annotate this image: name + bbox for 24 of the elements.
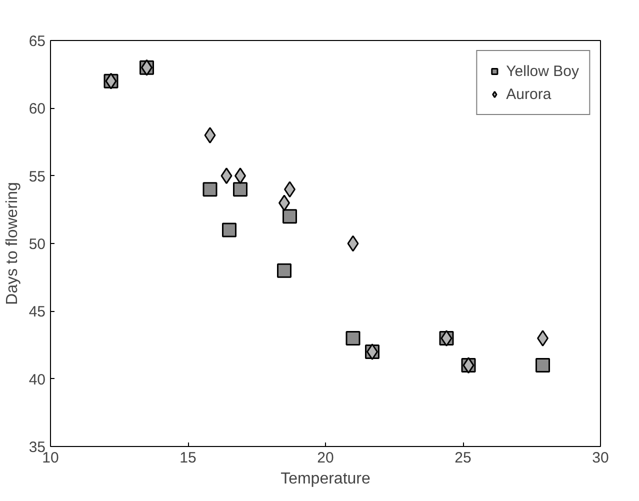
point	[277, 263, 292, 278]
point	[220, 168, 232, 184]
y-tick-label: 65	[28, 33, 46, 50]
legend-label: Aurora	[506, 86, 552, 102]
point	[204, 126, 216, 144]
point	[222, 222, 236, 238]
y-tick-label: 55	[28, 168, 46, 186]
y-tick-label: 60	[28, 100, 46, 118]
y-tick-label: 50	[28, 236, 46, 253]
x-tick-label: 25	[454, 450, 472, 466]
point	[347, 235, 359, 252]
x-tick-label: 30	[592, 450, 609, 466]
y-tick-label: 40	[28, 371, 46, 388]
point	[202, 182, 218, 197]
legend-label: Yellow Boy	[506, 62, 579, 80]
y-axis-title: Days to flowering	[4, 182, 21, 305]
x-tick-label: 15	[180, 450, 196, 466]
y-tick-label: 45	[28, 304, 46, 321]
point	[282, 209, 297, 224]
x-axis-title: Temperature	[280, 470, 371, 488]
point	[346, 330, 360, 346]
point	[233, 182, 248, 197]
point	[536, 358, 550, 373]
x-tick-label: 20	[317, 450, 334, 466]
